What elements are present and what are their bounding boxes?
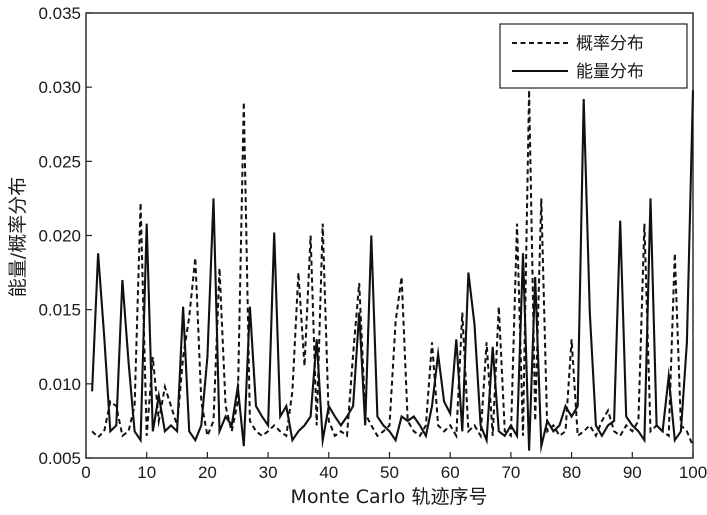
series-layer — [92, 90, 693, 451]
legend-label-probability: 概率分布 — [576, 34, 644, 54]
y-tick-label: 0.010 — [38, 375, 81, 394]
y-tick-label: 0.015 — [38, 301, 81, 320]
y-tick-label: 0.020 — [38, 227, 81, 246]
x-tick-label: 30 — [259, 463, 278, 482]
y-tick-label: 0.030 — [38, 78, 81, 97]
legend: 概率分布 能量分布 — [500, 24, 687, 88]
x-tick-label: 10 — [137, 463, 156, 482]
x-tick-label: 40 — [319, 463, 338, 482]
y-tick-label: 0.035 — [38, 4, 81, 23]
x-tick-label: 50 — [380, 463, 399, 482]
x-axis-title: Monte Carlo 轨迹序号 — [291, 486, 488, 508]
series-line-energy — [92, 90, 693, 451]
y-tick-label: 0.025 — [38, 152, 81, 171]
x-tick-label: 20 — [198, 463, 217, 482]
x-tick-label: 100 — [679, 463, 707, 482]
y-tick-label: 0.005 — [38, 449, 81, 468]
x-tick-label: 60 — [441, 463, 460, 482]
x-tick-label: 70 — [501, 463, 520, 482]
y-axis-title: 能量/概率分布 — [7, 177, 29, 297]
x-tick-label: 90 — [623, 463, 642, 482]
x-tick-label: 80 — [562, 463, 581, 482]
legend-label-energy: 能量分布 — [576, 62, 644, 82]
series-line-probability — [92, 90, 693, 446]
x-tick-label: 0 — [81, 463, 90, 482]
